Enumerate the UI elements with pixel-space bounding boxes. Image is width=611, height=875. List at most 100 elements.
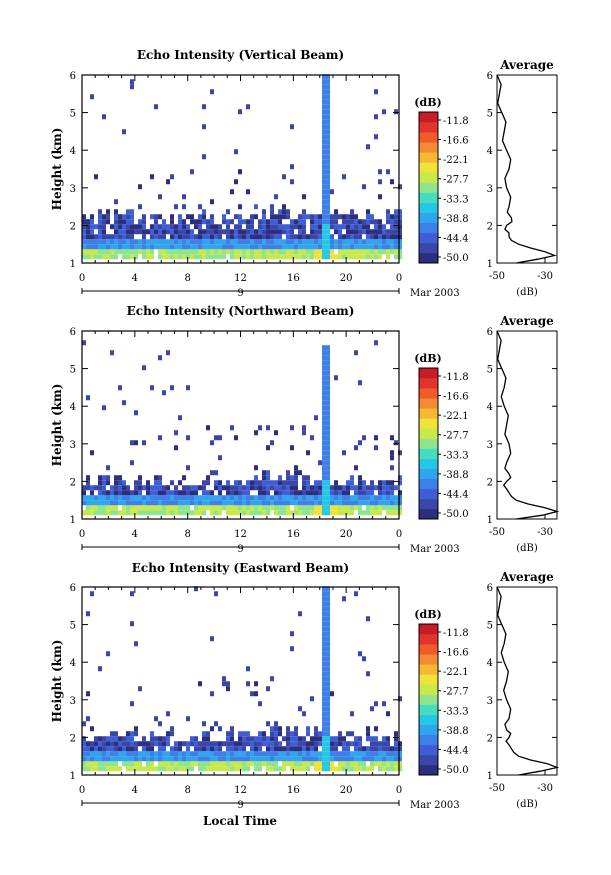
heatmap-cell xyxy=(334,490,338,496)
heatmap-cell xyxy=(366,756,370,762)
heatmap-cell xyxy=(322,159,326,165)
heatmap-cell xyxy=(146,249,150,255)
heatmap-cell xyxy=(186,490,190,496)
heatmap-cell xyxy=(130,761,134,767)
heatmap-cell xyxy=(326,360,330,366)
heatmap-cell xyxy=(210,249,214,255)
heatmap-cell xyxy=(278,495,282,501)
heatmap-cell xyxy=(266,490,270,496)
heatmap-cell xyxy=(294,470,298,476)
heatmap-cell xyxy=(246,761,250,767)
heatmap-cell xyxy=(142,751,146,757)
heatmap-cell xyxy=(362,219,366,225)
heatmap-cell xyxy=(394,756,398,762)
heatmap-cell xyxy=(202,751,206,757)
heatmap-cell xyxy=(394,495,398,501)
heatmap-cell xyxy=(170,756,174,762)
heatmap-cell xyxy=(130,741,134,747)
heatmap-cell xyxy=(262,761,266,767)
heatmap-cell xyxy=(114,766,118,772)
heatmap-cell xyxy=(322,365,326,371)
heatmap-cell xyxy=(254,480,258,486)
heatmap-cell xyxy=(86,746,90,752)
heatmap-cell xyxy=(386,495,390,501)
heatmap-cell xyxy=(166,239,170,245)
heatmap-cell xyxy=(106,736,110,742)
heatmap-cell xyxy=(134,229,138,235)
heatmap-cell xyxy=(94,239,98,245)
heatmap-cell xyxy=(362,249,366,255)
heatmap-cell xyxy=(182,485,186,491)
heatmap-cell xyxy=(278,741,282,747)
heatmap-cell xyxy=(214,741,218,747)
heatmap-cell xyxy=(370,219,374,225)
heatmap-cell xyxy=(246,741,250,747)
heatmap-cell xyxy=(102,500,106,506)
heatmap-cell xyxy=(202,254,206,260)
heatmap-cell xyxy=(158,756,162,762)
heatmap-cell xyxy=(254,244,258,250)
heatmap-cell xyxy=(382,239,386,245)
heatmap-cell xyxy=(358,510,362,516)
heatmap-cell xyxy=(182,229,186,235)
heatmap-cell xyxy=(322,756,326,762)
heatmap-cell xyxy=(286,229,290,235)
panel-vertical: Echo Intensity (Vertical Beam)0 4 8 12 16 20 0… xyxy=(50,48,558,299)
heatmap-cell xyxy=(238,219,242,225)
heatmap-cell xyxy=(210,761,214,767)
colorbar-tick-label: -38.8 xyxy=(443,470,469,481)
heatmap-cell xyxy=(306,234,310,240)
heatmap-cell xyxy=(358,249,362,255)
colorbar-segment xyxy=(419,478,438,490)
heatmap-cell xyxy=(310,249,314,255)
heatmap-cell xyxy=(238,480,242,486)
heatmap-cell xyxy=(186,761,190,767)
heatmap-cell xyxy=(346,766,350,772)
heatmap-cell xyxy=(314,234,318,240)
heatmap-cell xyxy=(86,500,90,506)
heatmap-cell xyxy=(322,736,326,742)
heatmap-cell xyxy=(114,214,118,220)
heatmap-cell xyxy=(322,711,326,717)
heatmap-cell xyxy=(374,229,378,235)
heatmap-cell xyxy=(174,751,178,757)
heatmap-cell xyxy=(294,761,298,767)
heatmap-cell xyxy=(226,761,230,767)
heatmap-cell xyxy=(390,219,394,225)
heatmap-cell xyxy=(334,751,338,757)
x-tick-label: 12 xyxy=(234,529,247,540)
colorbar-segment xyxy=(419,212,438,224)
heatmap-cell xyxy=(326,99,330,105)
heatmap-cell xyxy=(330,500,334,506)
heatmap-cell xyxy=(230,490,234,496)
heatmap-cell xyxy=(154,766,158,772)
heatmap-cell xyxy=(274,480,278,486)
heatmap-cell xyxy=(142,500,146,506)
heatmap-cell xyxy=(226,686,230,692)
heatmap-cell xyxy=(210,440,214,446)
heatmap-cell xyxy=(258,756,262,762)
heatmap-cell xyxy=(366,249,370,255)
heatmap-cell xyxy=(226,736,230,742)
heatmap-cell xyxy=(274,214,278,220)
heatmap-cell xyxy=(322,244,326,250)
heatmap-cell xyxy=(202,154,206,160)
heatmap-cell xyxy=(230,746,234,752)
heatmap-cell xyxy=(158,485,162,491)
heatmap-cell xyxy=(334,766,338,772)
heatmap-cell xyxy=(322,224,326,230)
heatmap-cell xyxy=(326,94,330,100)
colorbar-segment xyxy=(419,694,438,705)
heatmap-cell xyxy=(86,395,90,401)
heatmap-cell xyxy=(298,249,302,255)
heatmap-cell xyxy=(326,726,330,732)
heatmap-cell xyxy=(334,500,338,506)
heatmap-cell xyxy=(234,149,238,155)
profile-y-tick-label: 5 xyxy=(487,621,493,632)
heatmap-cell xyxy=(350,214,354,220)
heatmap-cell xyxy=(322,239,326,245)
heatmap-cell xyxy=(322,746,326,752)
heatmap-cell xyxy=(326,440,330,446)
heatmap-cell xyxy=(242,741,246,747)
heatmap-cell xyxy=(262,741,266,747)
